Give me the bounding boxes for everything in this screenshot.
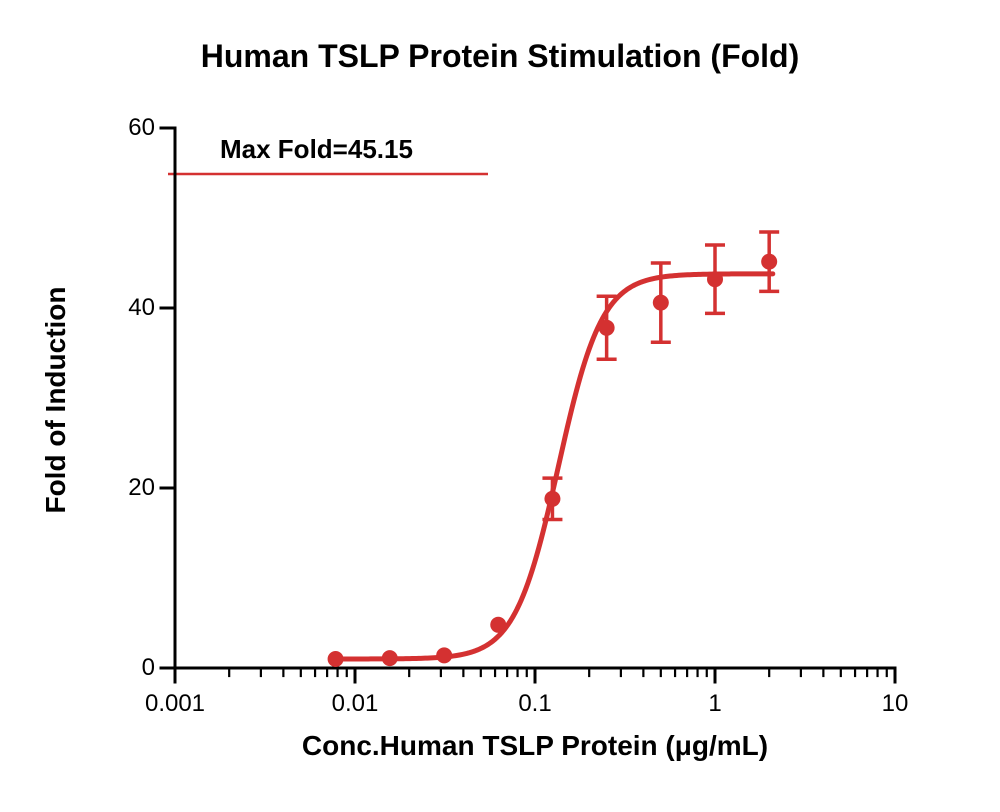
tick-label: 1 bbox=[708, 690, 721, 718]
tick-labels: 0 20 40 60 0.001 0.01 0.1 1 10 bbox=[0, 0, 1000, 812]
tick-label: 40 bbox=[128, 294, 155, 322]
tick-label: 60 bbox=[128, 114, 155, 142]
tick-label: 20 bbox=[128, 474, 155, 502]
tick-label: 0.01 bbox=[332, 690, 379, 718]
tick-label: 0.001 bbox=[145, 690, 205, 718]
tick-label: 10 bbox=[882, 690, 909, 718]
tick-label: 0.1 bbox=[518, 690, 551, 718]
tick-label: 0 bbox=[142, 654, 155, 682]
chart-container: Human TSLP Protein Stimulation (Fold) Ma… bbox=[0, 0, 1000, 812]
